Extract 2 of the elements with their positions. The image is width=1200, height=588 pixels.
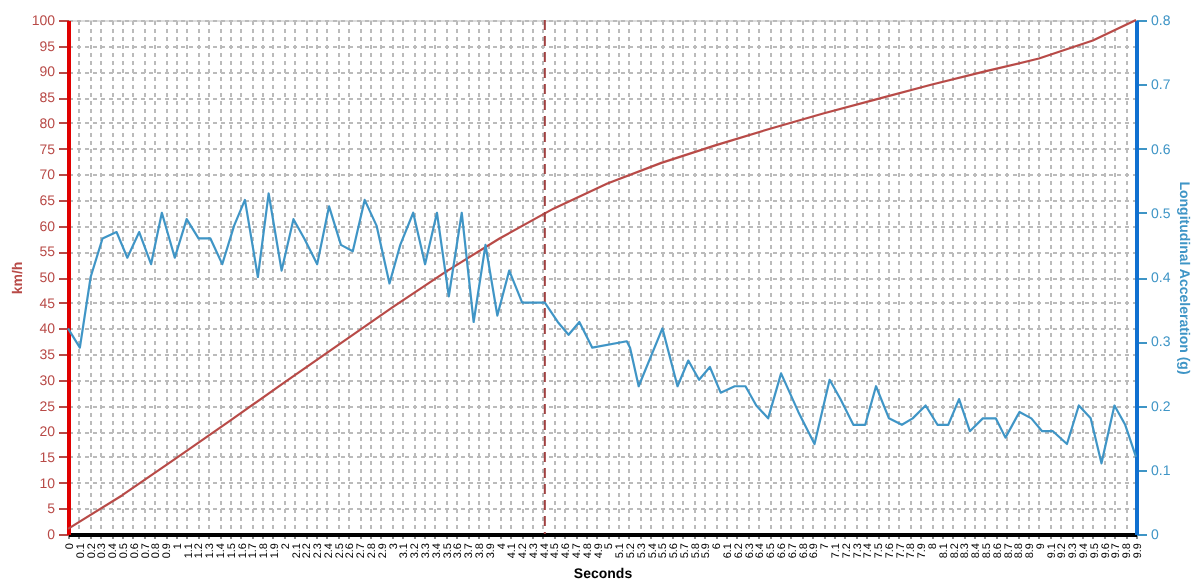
- line-series: [66, 192, 1138, 465]
- line-series: [66, 18, 1138, 530]
